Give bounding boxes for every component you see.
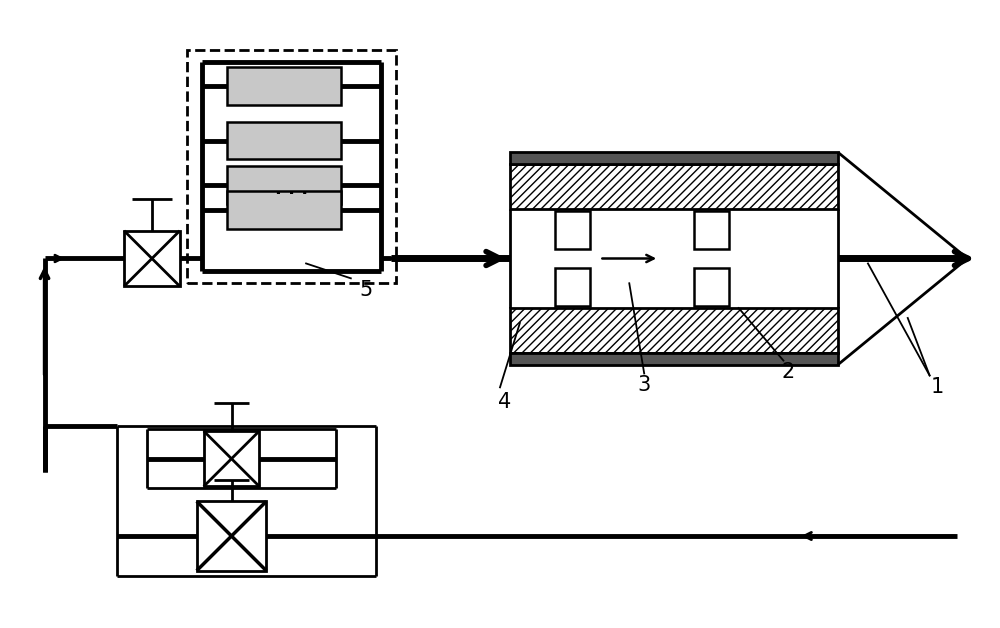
Bar xyxy=(555,211,590,249)
Bar xyxy=(204,431,259,487)
Text: . . .: . . . xyxy=(275,180,308,198)
Text: 4: 4 xyxy=(498,392,512,412)
Bar xyxy=(187,50,396,283)
Bar xyxy=(510,308,838,353)
Bar xyxy=(510,165,838,209)
Bar xyxy=(227,67,341,105)
Bar xyxy=(510,353,838,364)
Text: 3: 3 xyxy=(638,376,651,396)
Bar xyxy=(227,191,341,229)
Bar xyxy=(694,268,729,306)
Bar xyxy=(555,268,590,306)
Text: 1: 1 xyxy=(931,377,944,398)
Bar xyxy=(227,166,341,204)
Bar xyxy=(124,230,180,286)
Bar xyxy=(197,501,266,571)
Bar xyxy=(227,122,341,160)
Bar xyxy=(510,153,838,165)
Bar xyxy=(694,211,729,249)
Text: 2: 2 xyxy=(782,362,795,382)
Text: 5: 5 xyxy=(359,280,372,300)
